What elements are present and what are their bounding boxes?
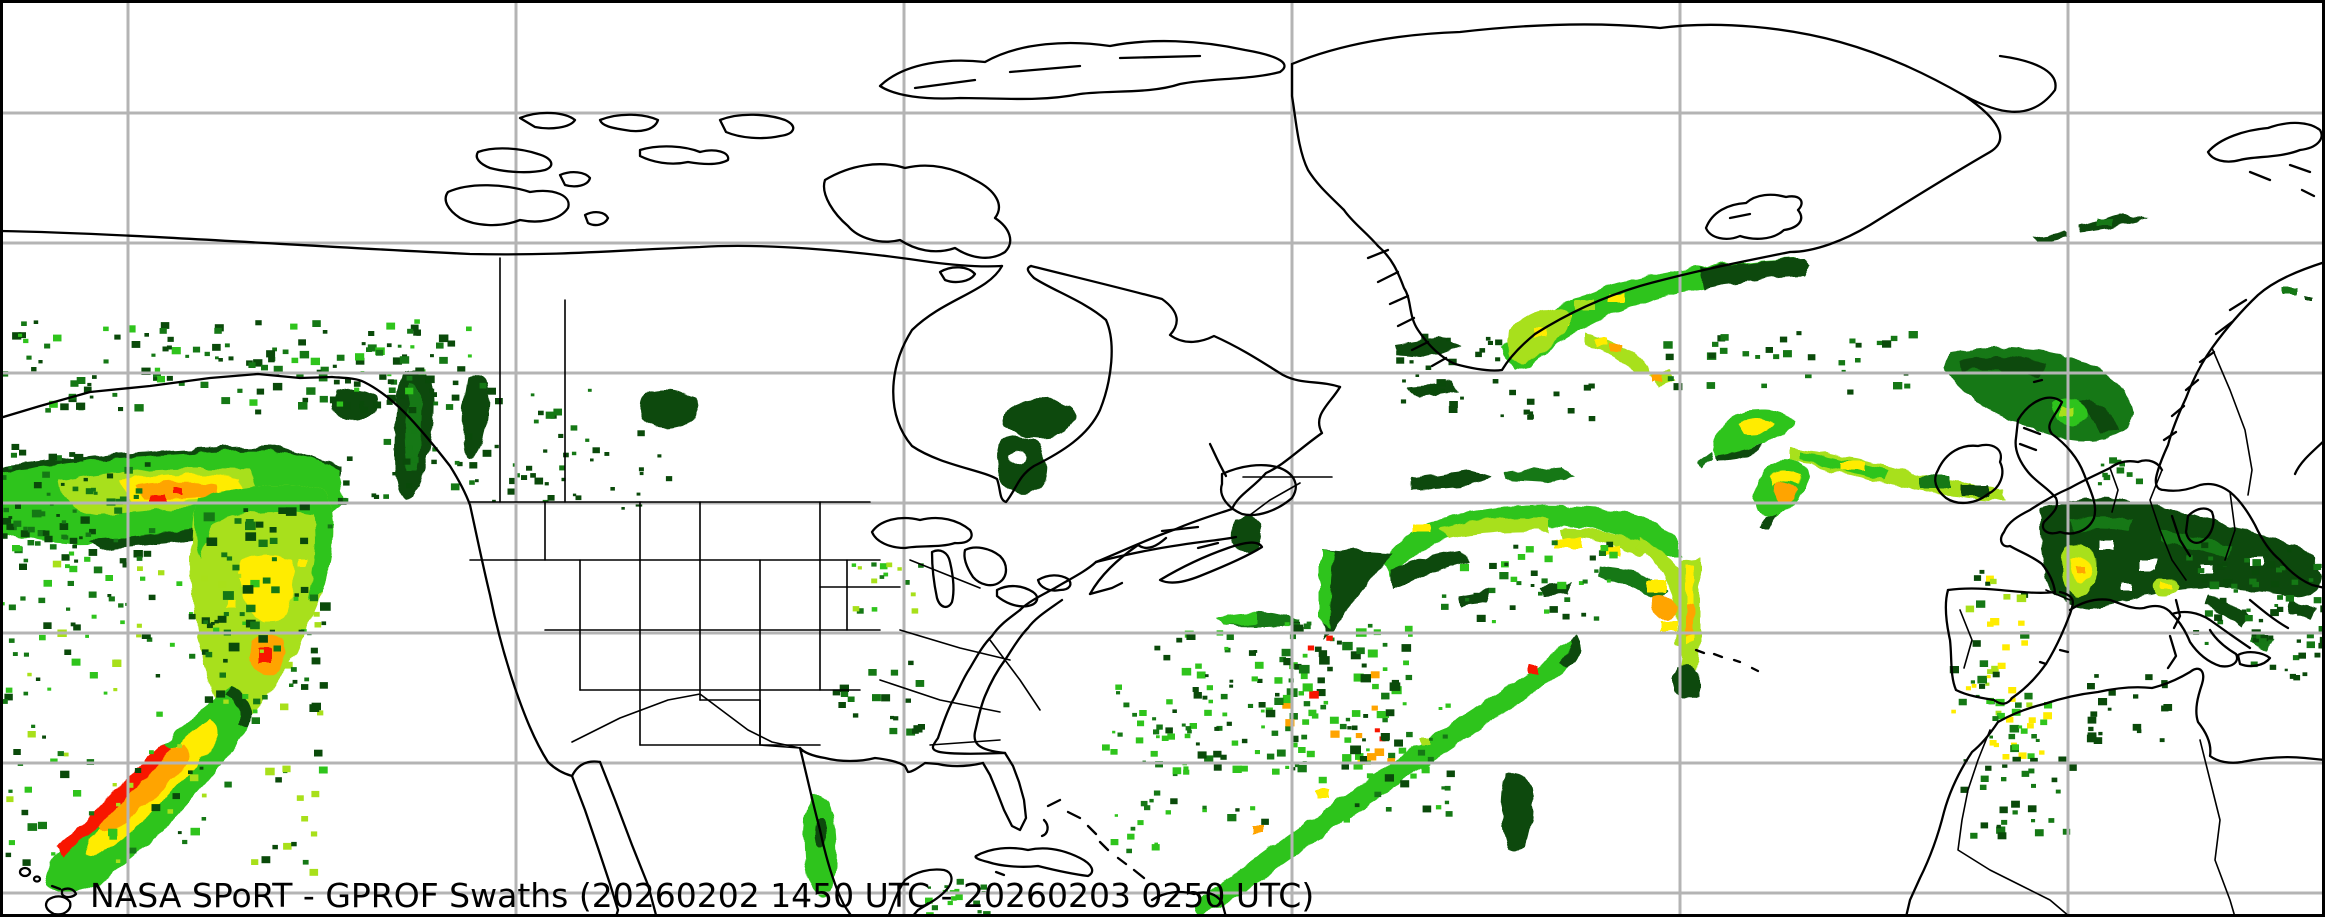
swath-triangles bbox=[1320, 548, 1392, 640]
map-title: NASA SPoRT - GPROF Swaths (20260202 1450… bbox=[90, 876, 1315, 915]
swath-greenland bbox=[1395, 258, 1812, 398]
swath-north-atlantic bbox=[1650, 370, 2006, 528]
swath-scotland bbox=[1944, 214, 2314, 440]
political-borders bbox=[469, 257, 2253, 917]
precipitation-speckles bbox=[0, 319, 2325, 917]
swath-hudson-bay bbox=[996, 398, 1076, 494]
swath-europe bbox=[2039, 498, 2322, 652]
coastlines bbox=[0, 23, 2325, 917]
swath-atlantic-arc bbox=[1382, 468, 1693, 648]
precipitation-swaths bbox=[0, 214, 2322, 914]
swath-nova-scotia bbox=[1216, 516, 1298, 628]
swath-pacific-squall bbox=[46, 686, 252, 893]
